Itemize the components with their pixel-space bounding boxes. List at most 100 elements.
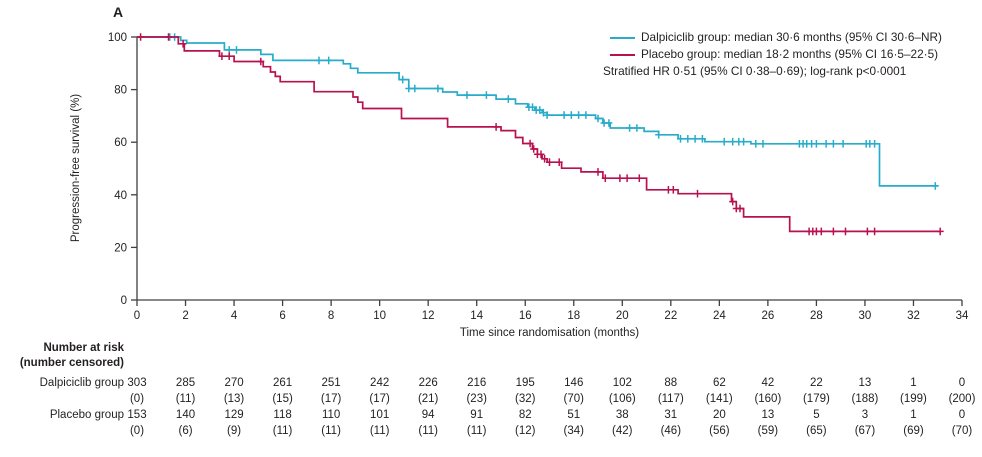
risk-cell: 91 [470, 409, 484, 421]
risk-cell: 13 [858, 377, 872, 389]
censored-cell: (46) [660, 425, 682, 437]
risk-cell: 0 [958, 409, 966, 421]
censored-cell: (15) [272, 393, 293, 405]
censored-cell: (65) [806, 425, 827, 437]
censored-cell: (200) [948, 393, 976, 405]
risk-cell: 1 [910, 409, 917, 421]
censored-cell: (69) [903, 425, 924, 437]
legend: Dalpiciclib group: median 30·6 months (9… [603, 29, 942, 80]
y-tick-label: 40 [114, 190, 127, 202]
y-axis-title: Progression-free survival (%) [70, 94, 82, 242]
censored-cell: (11) [175, 393, 196, 405]
risk-cell: 88 [664, 377, 678, 389]
risk-table-header-line2: (number censored) [19, 357, 124, 369]
censored-cell: (42) [612, 425, 633, 437]
x-axis-title: Time since randomisation (months) [460, 327, 639, 339]
risk-cell: 51 [567, 409, 581, 421]
risk-cell: 140 [175, 409, 196, 421]
x-tick-label: 10 [373, 310, 386, 322]
censored-cell: (12) [515, 425, 536, 437]
censored-cell: (117) [657, 393, 684, 405]
risk-cell: 1 [910, 377, 917, 389]
y-tick-label: 20 [114, 242, 127, 254]
censored-cell: (67) [854, 425, 876, 437]
censored-cell: (106) [608, 393, 636, 405]
risk-cell: 102 [612, 377, 632, 389]
censored-cell: (11) [418, 425, 438, 437]
risk-cell: 101 [370, 409, 390, 421]
censored-cell: (11) [369, 425, 390, 437]
risk-cell: 153 [127, 409, 147, 421]
censored-cell: (0) [129, 393, 145, 405]
x-tick-label: 30 [859, 310, 872, 322]
panel-label: A [113, 4, 124, 20]
risk-cell: 0 [958, 377, 966, 389]
risk-cell: 38 [615, 409, 629, 421]
legend-swatch-placebo-icon [610, 53, 635, 56]
censored-cell: (70) [951, 425, 973, 437]
x-tick-label: 32 [907, 310, 920, 322]
risk-cell: 251 [321, 377, 341, 389]
censored-cell: (70) [563, 393, 584, 405]
risk-cell: 261 [272, 377, 293, 389]
risk-cell: 22 [810, 377, 823, 389]
censored-cell: (23) [466, 393, 487, 405]
legend-label-placebo: Placebo group: median 18·2 months (95% C… [641, 47, 939, 61]
x-tick-label: 22 [664, 310, 677, 322]
legend-item-dalpiciclib: Dalpiciclib group: median 30·6 months (9… [603, 29, 942, 46]
censored-cell: (17) [320, 393, 342, 405]
censored-cell: (11) [466, 425, 487, 437]
risk-cell: 303 [127, 377, 147, 389]
censored-cell: (9) [227, 425, 242, 437]
x-tick-label: 26 [761, 310, 774, 322]
x-tick-label: 16 [519, 310, 532, 322]
risk-cell: 13 [761, 409, 775, 421]
x-tick-label: 4 [231, 310, 238, 322]
risk-cell: 31 [664, 409, 678, 421]
x-tick-label: 2 [182, 310, 188, 322]
censored-cell: (56) [709, 425, 730, 437]
x-tick-label: 34 [956, 310, 969, 322]
x-tick-label: 28 [810, 310, 823, 322]
x-tick-label: 20 [616, 310, 629, 322]
censored-cell: (11) [272, 425, 293, 437]
censored-cell: (179) [802, 393, 830, 405]
risk-cell: 146 [564, 377, 584, 389]
risk-cell: 118 [273, 409, 292, 421]
risk-cell: 216 [467, 377, 487, 389]
x-tick-label: 6 [279, 310, 285, 322]
censored-cell: (34) [563, 425, 584, 437]
legend-swatch-dalpiciclib-icon [610, 36, 635, 39]
risk-cell: 42 [761, 377, 775, 389]
censored-cell: (188) [851, 393, 879, 405]
censored-cell: (160) [754, 393, 782, 405]
censored-cell: (6) [178, 425, 193, 437]
x-tick-label: 18 [567, 310, 580, 322]
risk-row-label-placebo: Placebo group [49, 409, 124, 421]
censored-cell: (59) [757, 425, 779, 437]
risk-cell: 226 [418, 377, 438, 389]
risk-row-label-dalpiciclib: Dalpiciclib group [39, 377, 124, 389]
x-tick-label: 12 [422, 310, 435, 322]
risk-cell: 5 [813, 409, 820, 421]
censored-cell: (21) [417, 393, 439, 405]
censored-cell: (32) [515, 393, 536, 405]
risk-cell: 129 [224, 409, 244, 421]
censored-cell: (13) [223, 393, 245, 405]
risk-cell: 285 [175, 377, 196, 389]
x-tick-label: 14 [470, 310, 483, 322]
risk-cell: 270 [224, 377, 244, 389]
censored-cell: (11) [321, 425, 341, 437]
y-tick-label: 0 [121, 295, 127, 307]
y-tick-label: 80 [114, 85, 127, 97]
risk-cell: 110 [321, 409, 341, 421]
risk-cell: 20 [712, 409, 726, 421]
risk-cell: 82 [518, 409, 532, 421]
legend-item-placebo: Placebo group: median 18·2 months (95% C… [603, 46, 942, 63]
risk-cell: 195 [515, 377, 535, 389]
legend-label-dalpiciclib: Dalpiciclib group: median 30·6 months (9… [641, 30, 942, 44]
y-tick-label: 100 [108, 32, 127, 44]
